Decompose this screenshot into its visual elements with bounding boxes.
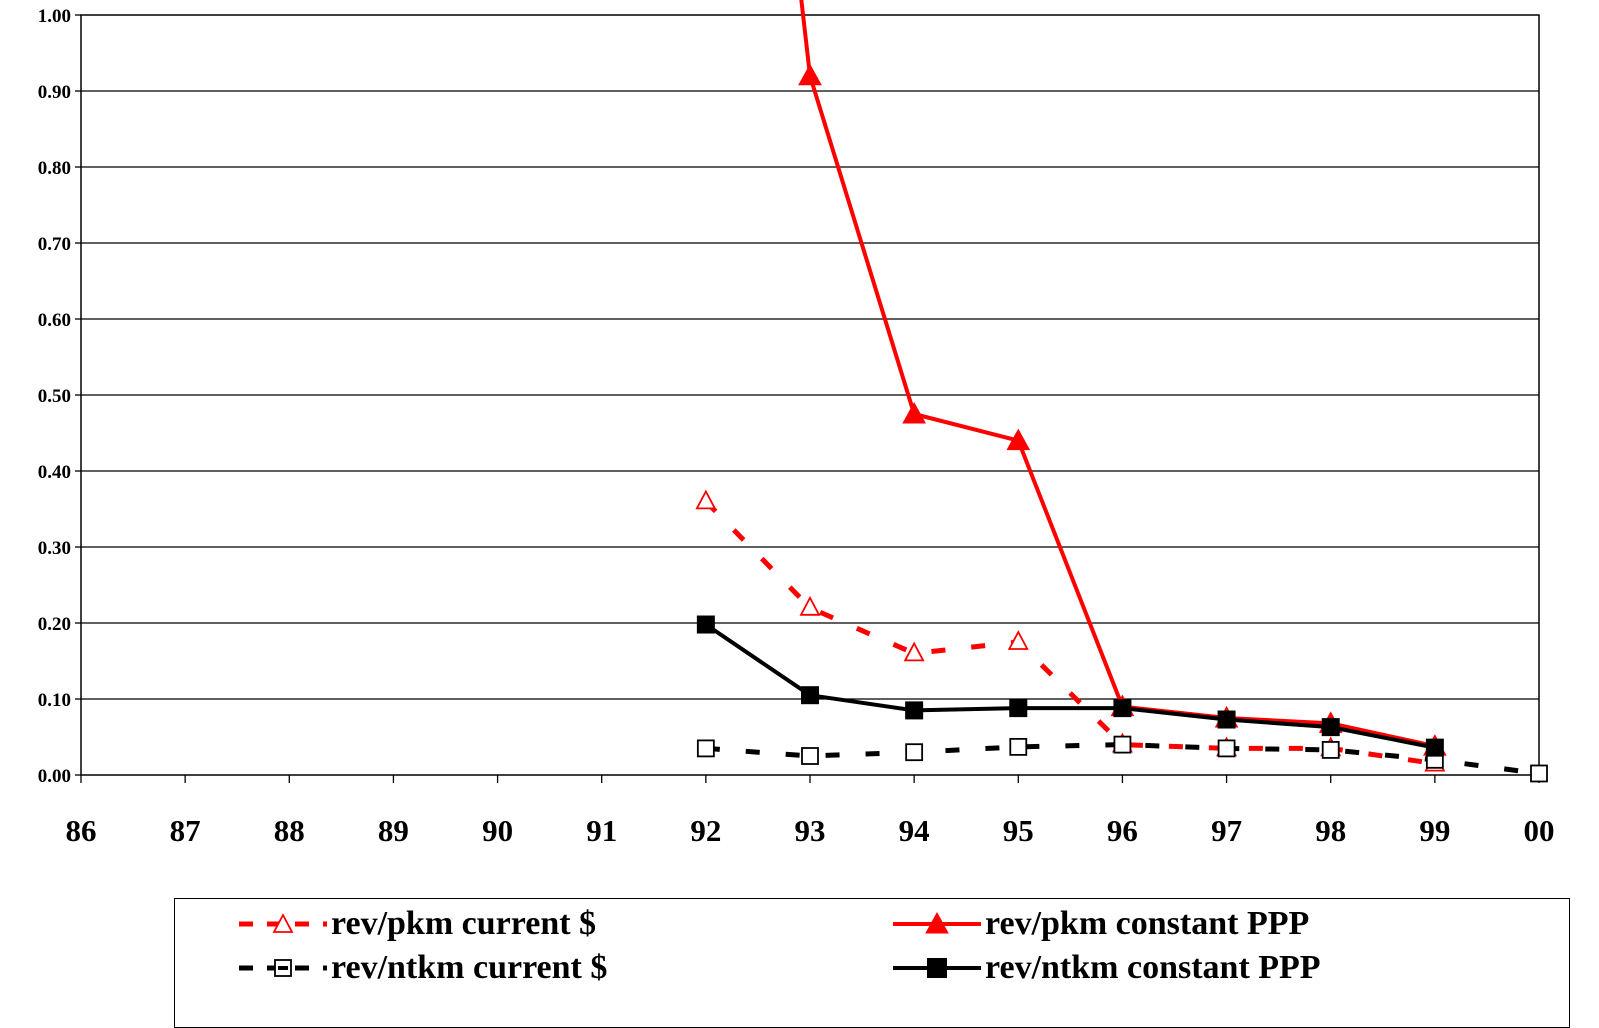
data-point [1006, 428, 1031, 451]
legend-item-pkm-current: rev/pkm current $ [237, 905, 596, 943]
legend-item-pkm-constant: rev/pkm constant PPP [891, 905, 1309, 943]
y-tick-label: 0.90 [38, 82, 71, 103]
legend-label: rev/ntkm current $ [331, 949, 608, 986]
x-tick-label: 88 [274, 813, 305, 848]
data-point [696, 739, 715, 758]
data-point [903, 641, 925, 662]
legend-label: rev/pkm constant PPP [985, 905, 1310, 942]
legend: rev/pkm current $ rev/pkm constant PPP r… [174, 898, 1570, 1028]
data-point [1217, 710, 1236, 729]
y-tick-label: 0.60 [38, 310, 71, 331]
legend-label: rev/pkm current $ [331, 905, 597, 942]
x-tick-label: 89 [378, 813, 409, 848]
y-tick-label: 1.00 [38, 6, 71, 27]
x-tick-label: 94 [899, 813, 930, 848]
series-layer [695, 0, 1548, 783]
data-point [1009, 699, 1028, 718]
legend-item-ntkm-current: rev/ntkm current $ [237, 949, 607, 987]
x-tick-label: 93 [795, 813, 826, 848]
y-tick-label: 0.20 [38, 614, 71, 635]
x-tick-label: 91 [586, 813, 617, 848]
legend-label: rev/ntkm constant PPP [985, 949, 1321, 986]
legend-key-solid-black-filled-square [893, 958, 981, 978]
series-0 [704, 499, 1436, 767]
data-point [799, 595, 821, 616]
series-1 [799, 0, 1436, 749]
x-tick-label: 95 [1003, 813, 1034, 848]
data-point [905, 743, 924, 762]
x-tick-label: 87 [170, 813, 201, 848]
legend-key-solid-red-filled-triangle [893, 911, 981, 934]
data-point [902, 401, 926, 424]
y-tick-label: 0.80 [38, 158, 71, 179]
x-axis-ticks: 86 87 88 89 90 91 92 93 94 95 96 97 98 99 00 [66, 813, 1555, 848]
data-point [695, 489, 717, 510]
data-point [1321, 741, 1340, 759]
x-tick-label: 92 [690, 813, 721, 848]
series-line [704, 499, 1436, 767]
data-point [1009, 737, 1028, 756]
y-tick-label: 0.50 [38, 386, 71, 407]
line-chart: 0.00 0.10 0.20 0.30 0.40 0.50 0.60 0.70 0.80 0.90… [38, 0, 1555, 848]
x-tick-label: 90 [482, 813, 513, 848]
data-point [1321, 718, 1340, 737]
y-tick-label: 0.30 [38, 538, 71, 559]
x-tick-label: 86 [66, 813, 97, 848]
gridlines [75, 14, 1540, 783]
x-tick-label: 99 [1419, 813, 1450, 848]
legend-item-ntkm-constant: rev/ntkm constant PPP [891, 949, 1321, 987]
series-line [704, 622, 1436, 750]
data-point [798, 63, 822, 86]
data-point [905, 701, 924, 720]
data-point [801, 747, 819, 765]
x-tick-label: 97 [1211, 813, 1242, 848]
x-tick-label: 00 [1524, 813, 1555, 848]
legend-key-dashed-black-open-square [239, 959, 327, 977]
y-tick-label: 0.70 [38, 234, 71, 255]
data-point [1530, 764, 1548, 783]
y-tick-label: 0.10 [38, 690, 71, 711]
data-point [696, 615, 715, 634]
legend-key-dashed-red-open-triangle [239, 913, 327, 933]
data-point [1425, 738, 1444, 757]
y-tick-label: 0.00 [38, 766, 71, 787]
x-tick-label: 96 [1107, 813, 1138, 848]
data-point [1217, 739, 1236, 758]
y-axis-ticks: 0.00 0.10 0.20 0.30 0.40 0.50 0.60 0.70 0.80 0.90… [38, 6, 71, 787]
x-tick-label: 98 [1315, 813, 1346, 848]
series-line [799, 0, 1436, 749]
data-point [801, 686, 819, 705]
y-tick-label: 0.40 [38, 462, 71, 483]
series-3 [704, 622, 1436, 750]
data-point [1113, 735, 1132, 754]
data-point [1113, 699, 1132, 718]
data-point [1007, 630, 1029, 650]
